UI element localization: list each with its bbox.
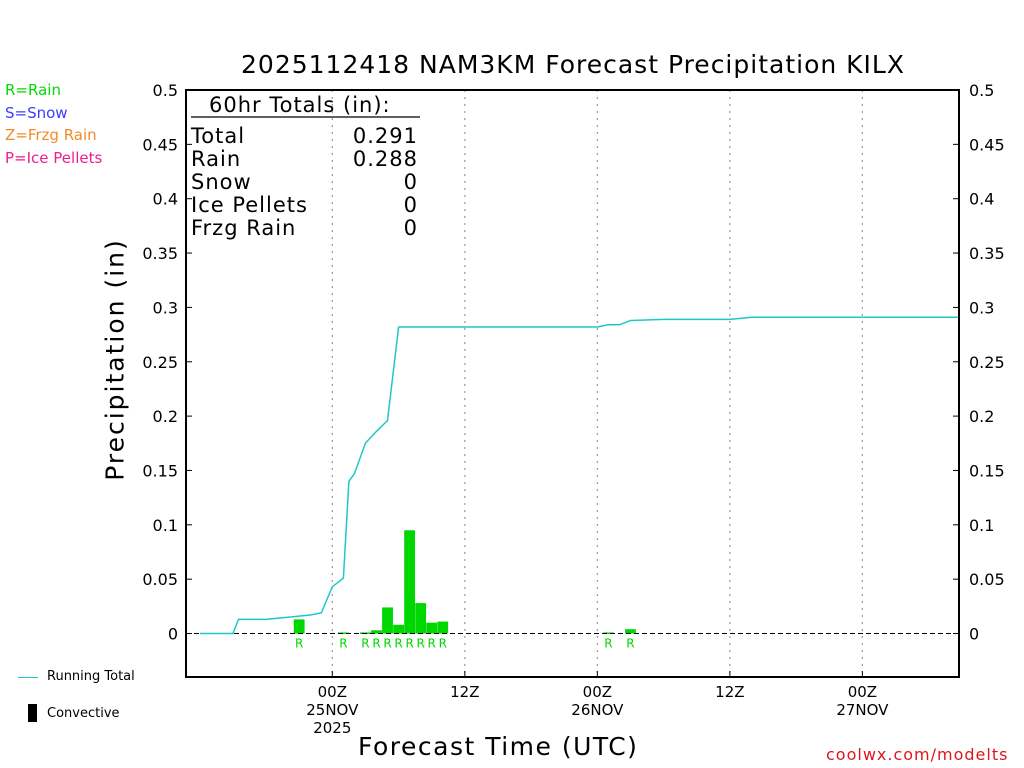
x-tick-label: 2025 xyxy=(313,719,351,737)
ptype-label: R xyxy=(428,637,436,651)
legend-snow: S=Snow xyxy=(5,104,68,122)
y-tick-label-left: 0.5 xyxy=(153,81,178,100)
totals-row-label: Rain xyxy=(191,147,241,171)
ptype-label: R xyxy=(604,637,612,651)
convective-swatch xyxy=(28,704,37,722)
y-tick-label-left: 0.15 xyxy=(142,461,178,480)
x-tick-label: 00Z xyxy=(848,683,877,701)
x-tick-label: 12Z xyxy=(715,683,744,701)
y-tick-label-right: 0.25 xyxy=(969,353,1005,372)
totals-row-value: 0.291 xyxy=(353,124,418,148)
totals-row-value: 0.288 xyxy=(353,147,418,171)
legend-ice-pellets: P=Ice Pellets xyxy=(5,149,103,167)
y-tick-label-right: 0.4 xyxy=(969,190,994,209)
y-tick-label-left: 0.35 xyxy=(142,244,178,263)
y-tick-label-left: 0.4 xyxy=(153,190,178,209)
y-tick-label-right: 0.35 xyxy=(969,244,1005,263)
y-tick-label-right: 0.05 xyxy=(969,570,1005,589)
x-tick-label: 26NOV xyxy=(571,701,624,719)
x-axis-label: Forecast Time (UTC) xyxy=(358,732,639,761)
precip-bar xyxy=(625,629,636,634)
ptype-label: R xyxy=(416,637,424,651)
totals-row-value: 0 xyxy=(404,216,418,240)
totals-row-label: Total xyxy=(190,124,245,148)
precip-bar xyxy=(426,622,438,634)
totals-row-label: Frzg Rain xyxy=(191,216,296,240)
credit-link[interactable]: coolwx.com/modelts xyxy=(826,745,1009,764)
legend-rain: R=Rain xyxy=(5,81,61,99)
x-tick-label: 00Z xyxy=(583,683,612,701)
totals-row-value: 0 xyxy=(404,193,418,217)
y-tick-label-right: 0.5 xyxy=(969,81,994,100)
ptype-label: R xyxy=(439,637,447,651)
ptype-label: R xyxy=(394,637,402,651)
totals-row-label: Snow xyxy=(191,170,252,194)
y-tick-label-right: 0.3 xyxy=(969,298,994,317)
y-tick-label-right: 0.15 xyxy=(969,461,1005,480)
y-tick-label-left: 0.45 xyxy=(142,135,178,154)
x-tick-label: 27NOV xyxy=(836,701,889,719)
chart-title: 2025112418 NAM3KM Forecast Precipitation… xyxy=(241,50,905,79)
legend-running-total: Running Total xyxy=(47,669,135,684)
precip-bar xyxy=(415,603,427,634)
y-tick-label-right: 0.45 xyxy=(969,135,1005,154)
precip-bar xyxy=(404,530,416,634)
running-total-line xyxy=(199,316,959,635)
ptype-label: R xyxy=(405,637,413,651)
y-tick-label-left: 0.3 xyxy=(153,298,178,317)
precip-bar xyxy=(337,632,349,634)
x-tick-label: 12Z xyxy=(450,683,479,701)
y-tick-label-right: 0 xyxy=(969,625,979,644)
ptype-label: R xyxy=(339,637,347,651)
totals-row-value: 0 xyxy=(404,170,418,194)
legend-frzg-rain: Z=Frzg Rain xyxy=(5,126,97,144)
ptype-label: R xyxy=(626,637,634,651)
y-tick-label-right: 0.2 xyxy=(969,407,994,426)
precip-bar xyxy=(602,632,614,634)
ptype-label: R xyxy=(383,637,391,651)
x-tick-label: 00Z xyxy=(318,683,347,701)
ptype-label: R xyxy=(372,637,380,651)
legend-convective: Convective xyxy=(47,706,120,721)
plot-frame xyxy=(185,89,960,678)
y-tick-label-left: 0.2 xyxy=(153,407,178,426)
precip-bar xyxy=(437,621,449,634)
y-tick-label-left: 0.25 xyxy=(142,353,178,372)
totals-header: 60hr Totals (in): xyxy=(209,93,391,117)
precip-bar xyxy=(393,624,404,634)
precip-bar xyxy=(382,607,393,634)
y-tick-label-left: 0 xyxy=(168,625,178,644)
precip-bar xyxy=(293,619,305,634)
y-tick-label-right: 0.1 xyxy=(969,516,994,535)
y-tick-label-left: 0.1 xyxy=(153,516,178,535)
x-tick-label: 25NOV xyxy=(306,701,359,719)
ptype-label: R xyxy=(361,637,369,651)
totals-row-label: Ice Pellets xyxy=(191,193,308,217)
precip-bar xyxy=(371,630,382,634)
y-tick-label-left: 0.05 xyxy=(142,570,178,589)
running-total-swatch xyxy=(18,677,38,678)
ptype-label: R xyxy=(295,637,303,651)
